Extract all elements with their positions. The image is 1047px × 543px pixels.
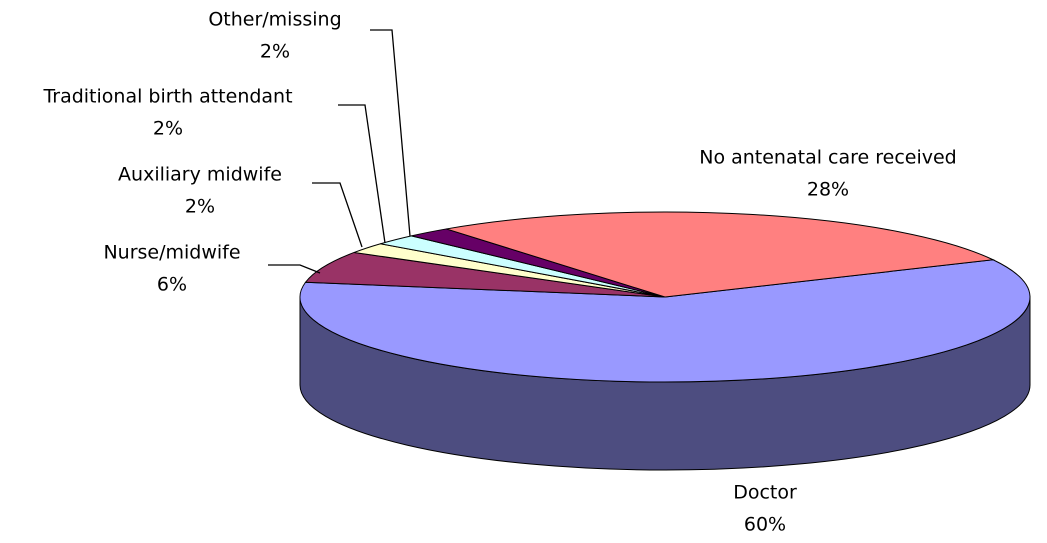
slice-value-label: 60% <box>744 514 786 536</box>
slice-value-label: 2% <box>153 118 183 140</box>
slice-label: Auxiliary midwife <box>118 164 282 186</box>
leader-line <box>268 264 321 274</box>
pie-slice <box>446 211 995 298</box>
slice-value-label: 2% <box>185 196 215 218</box>
pie-slice <box>304 251 666 298</box>
slice-label: Traditional birth attendant <box>42 86 292 108</box>
leader-line <box>338 104 386 244</box>
slice-value-label: 6% <box>157 274 187 296</box>
slice-label: Doctor <box>733 482 797 504</box>
slice-label: No antenatal care received <box>699 147 957 169</box>
slice-value-label: 28% <box>807 179 849 201</box>
slice-value-label: 2% <box>260 41 290 63</box>
leader-line <box>312 182 363 248</box>
slice-label: Other/missing <box>208 9 341 31</box>
leader-line <box>370 29 411 237</box>
pie-slice <box>299 259 1031 383</box>
slice-label: Nurse/midwife <box>103 242 240 264</box>
